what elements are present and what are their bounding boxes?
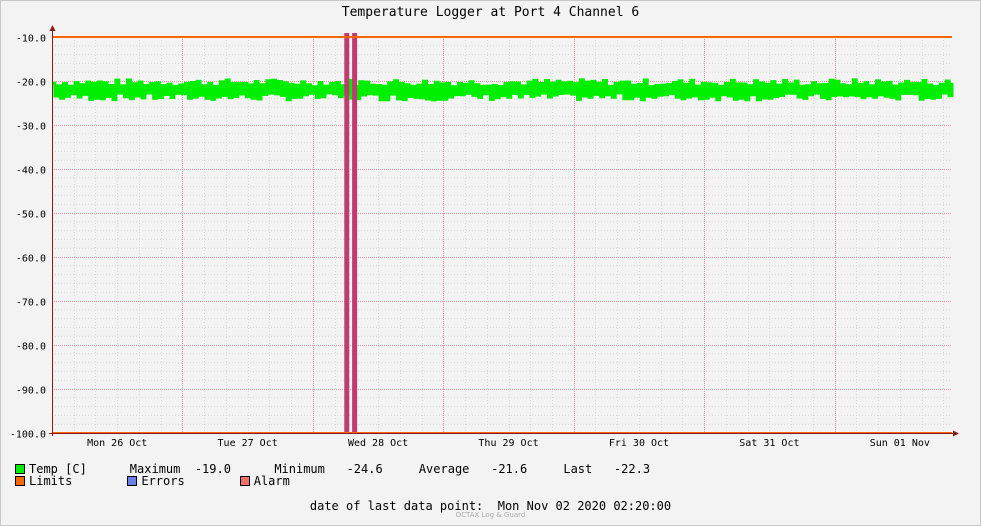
average-label: Average [418, 462, 470, 476]
legend-row-limits: Limits Errors Alarm [15, 474, 290, 488]
alarm-swatch [239, 476, 250, 486]
alarm-bar [352, 33, 358, 433]
legend-temp-label: Temp [C] [29, 462, 87, 476]
x-tick-label: Thu 29 Oct [478, 438, 538, 449]
x-tick-label: Sun 01 Nov [870, 438, 930, 449]
alarm-bar [344, 33, 350, 433]
x-tick-label: Wed 28 Oct [348, 438, 408, 449]
limits-swatch [15, 476, 25, 486]
last-label: Last [563, 462, 593, 476]
legend-alarm-label: Alarm [253, 474, 290, 488]
minimum-value: -24.6 [346, 462, 383, 476]
x-tick-label: Fri 30 Oct [609, 438, 669, 449]
x-tick-label: Tue 27 Oct [218, 438, 278, 449]
x-axis-arrow [953, 430, 959, 437]
chart-title: Temperature Logger at Port 4 Channel 6 [341, 5, 640, 20]
legend-row-temp: Temp [C] Maximum -19.0 Minimum -24.6 Aver… [15, 462, 650, 476]
x-tick-label: Sat 31 Oct [739, 438, 799, 449]
y-tick-label: -50.0 [16, 210, 46, 221]
y-tick-label: -40.0 [16, 166, 46, 177]
legend-errors-label: Errors [141, 474, 185, 488]
y-tick-label: -10.0 [16, 34, 46, 45]
axes [49, 25, 959, 437]
series-temp [52, 78, 954, 102]
last-value: -22.3 [613, 462, 651, 476]
legend-limits-label: Limits [29, 474, 73, 488]
average-value: -21.6 [491, 462, 528, 476]
y-tick-label: -30.0 [16, 122, 46, 133]
y-axis-arrow [49, 25, 56, 31]
minimum-label: Minimum [274, 462, 325, 476]
y-axis-ticks: -10.0 -20.0 -30.0 -40.0 -50.0 -60.0 -70.0 -80.0… [10, 34, 46, 441]
last-data-point: date of last data point: Mon Nov 02 2020… [0, 499, 981, 513]
last-point-label: date of last data point: [309, 499, 484, 513]
y-tick-label: -80.0 [16, 342, 46, 353]
x-axis-ticks: Mon 26 Oct Tue 27 Oct Wed 28 Oct Thu 29 Oct… [87, 438, 930, 449]
y-tick-label: -90.0 [16, 386, 46, 397]
temp-line [52, 78, 954, 102]
maximum-label: Maximum [129, 462, 181, 476]
y-tick-label: -60.0 [16, 254, 46, 265]
minor-grid [52, 37, 952, 433]
y-tick-label: -100.0 [10, 430, 46, 441]
series-alarm [344, 33, 358, 433]
y-tick-label: -20.0 [16, 78, 46, 89]
temp-swatch [15, 464, 25, 474]
x-tick-label: Mon 26 Oct [87, 438, 147, 449]
plot-area: -10.0 -20.0 -30.0 -40.0 -50.0 -60.0 -70.0 -80.0… [10, 25, 959, 449]
y-tick-label: -70.0 [16, 298, 46, 309]
watermark: OCTAX Log & Guard [455, 511, 526, 519]
last-point-value: Mon Nov 02 2020 02:20:00 [497, 499, 672, 513]
maximum-value: -19.0 [194, 462, 231, 476]
errors-swatch [127, 476, 138, 486]
